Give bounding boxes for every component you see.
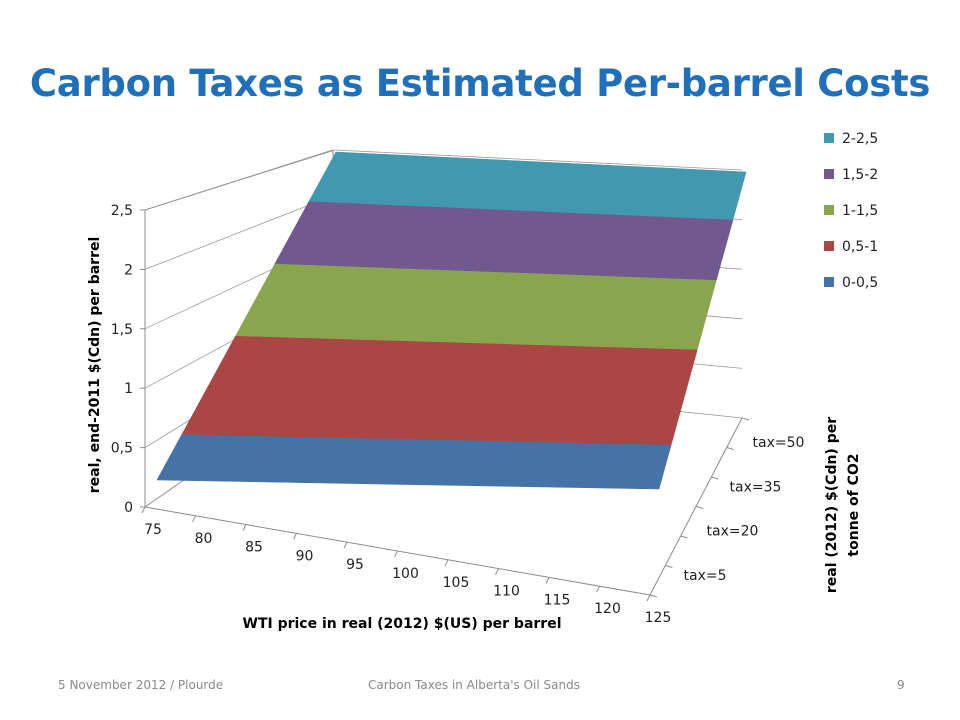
x-tick-label: 125	[645, 610, 672, 626]
x-tick-label: 80	[195, 531, 213, 547]
x-tick-label: 95	[346, 557, 364, 573]
y-tick-mark	[695, 506, 704, 509]
x-tick-label: 75	[144, 522, 162, 538]
legend-label: 1-1,5	[842, 203, 878, 219]
slide-title: Carbon Taxes as Estimated Per-barrel Cos…	[29, 62, 931, 105]
footer-page-number: 9	[897, 678, 905, 692]
y-tick-mark	[680, 535, 688, 539]
legend-label: 0,5-1	[842, 239, 878, 255]
y-tick-mark	[711, 476, 719, 480]
y-tick-label: tax=50	[753, 435, 805, 451]
x-tick-mark	[495, 568, 499, 575]
z-tick-label: 2,5	[111, 203, 133, 219]
y-tick-mark	[741, 417, 750, 421]
z-axis-title: real, end-2011 $(Cdn) per barrel	[87, 237, 103, 494]
surface-bands	[156, 151, 747, 490]
y-tick-mark	[649, 594, 658, 598]
y-tick-label: tax=5	[684, 568, 727, 584]
legend-swatch	[824, 133, 834, 143]
y-axis-title: real (2012) $(Cdn) per tonne of CO2	[824, 417, 862, 593]
x-tick-label: 105	[443, 575, 470, 591]
x-tick-mark	[293, 533, 297, 540]
z-tick-label: 1,5	[111, 322, 133, 338]
legend-swatch	[824, 277, 834, 287]
axis-ticks: 0 0,5 1 1,5 2 2,5 75 80 85 90 95 100 105 110 115 120 125…	[111, 203, 805, 626]
x-tick-mark	[192, 515, 196, 523]
x-tick-label: 110	[493, 584, 520, 600]
x-tick-mark	[646, 594, 651, 602]
footer-date-author: 5 November 2012 / Plourde	[58, 678, 224, 692]
x-tick-label: 115	[544, 592, 571, 608]
z-gridline	[144, 149, 336, 211]
x-tick-label: 120	[594, 601, 621, 617]
x-tick-mark	[596, 585, 600, 593]
y-tick-mark	[726, 447, 734, 450]
z-gridline-back	[334, 149, 743, 171]
y-tick-mark	[665, 565, 673, 568]
legend-label: 2-2,5	[842, 131, 878, 147]
x-axis-title: WTI price in real (2012) $(US) per barre…	[243, 616, 562, 632]
footer-presentation-title: Carbon Taxes in Alberta's Oil Sands	[368, 678, 580, 692]
x-tick-label: 90	[296, 548, 314, 564]
chart-legend: 2-2,5 1,5-2 1-1,5 0,5-1 0-0,5	[824, 131, 878, 291]
z-tick-label: 0,5	[111, 441, 133, 457]
legend-swatch	[824, 169, 834, 179]
legend-swatch	[824, 241, 834, 251]
y-tick-label: tax=35	[730, 479, 782, 495]
x-tick-mark	[242, 524, 247, 531]
x-tick-mark	[545, 577, 550, 584]
surface-band-2-2,5	[308, 151, 747, 220]
z-tick-label: 2	[124, 262, 133, 278]
x-tick-label: 100	[392, 566, 419, 582]
x-tick-mark	[394, 550, 398, 558]
legend-label: 0-0,5	[842, 275, 878, 291]
surface-band-0,5-1	[181, 335, 698, 445]
z-tick-label: 0	[124, 500, 133, 516]
z-tick-label: 1	[124, 381, 133, 397]
x-tick-mark	[141, 506, 146, 514]
x-tick-mark	[444, 559, 449, 567]
x-tick-label: 85	[245, 540, 263, 556]
legend-swatch	[824, 205, 834, 215]
x-tick-mark	[343, 541, 348, 549]
y-tick-label: tax=20	[707, 524, 759, 540]
legend-label: 1,5-2	[842, 167, 878, 183]
z-gridline	[144, 194, 336, 270]
